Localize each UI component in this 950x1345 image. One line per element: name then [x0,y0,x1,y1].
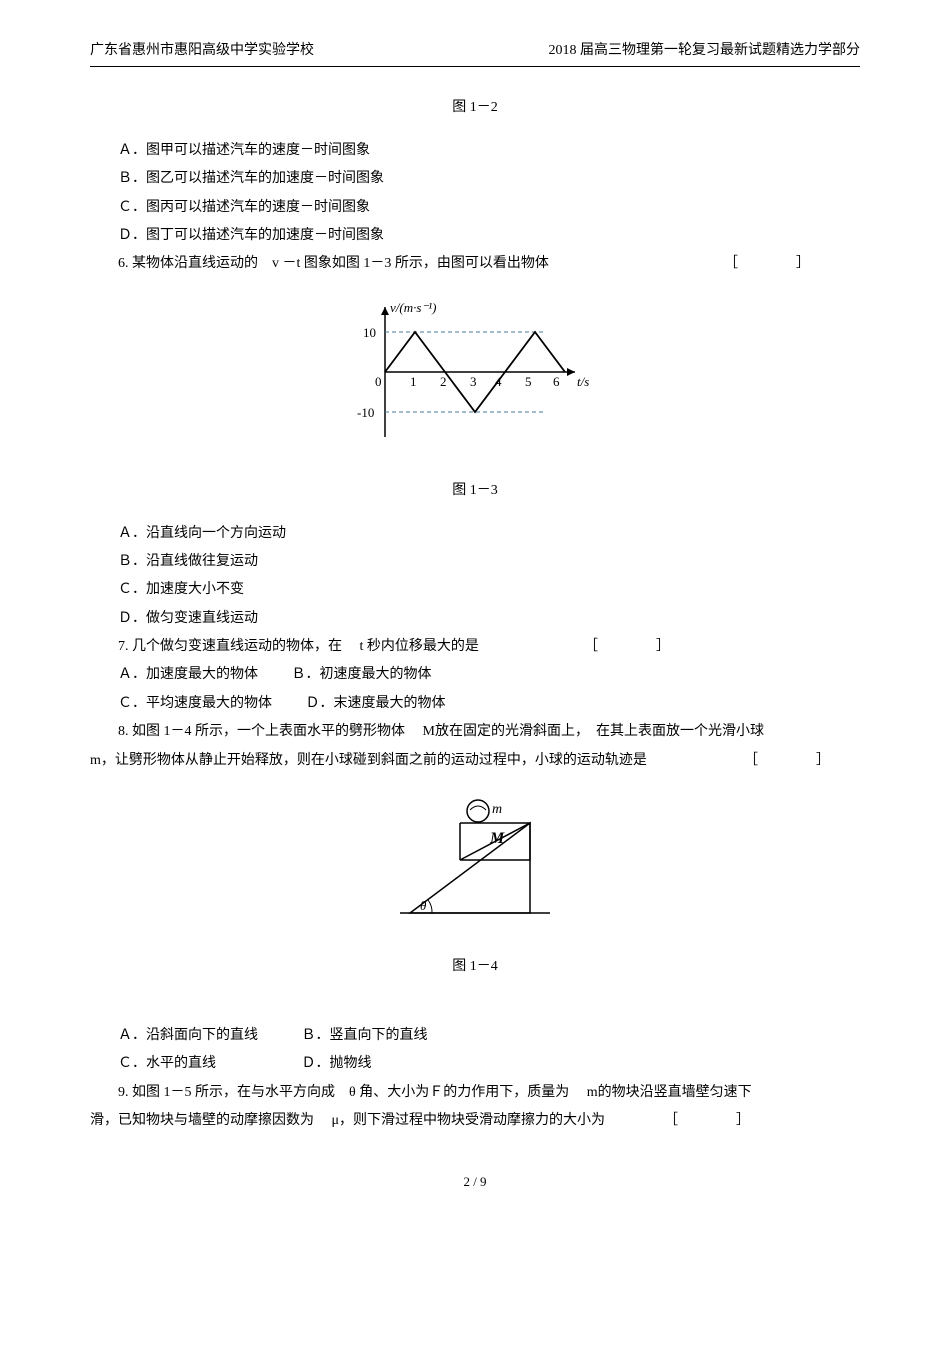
page-header: 广东省惠州市惠阳高级中学实验学校 2018 届高三物理第一轮复习最新试题精选力学… [90,40,860,67]
header-right: 2018 届高三物理第一轮复习最新试题精选力学部分 [549,40,861,62]
angle-arc [428,900,432,913]
q8-cont-text: m，让劈形物体从静止开始释放，则在小球碰到斜面之前的运动过程中，小球的运动轨迹是 [90,753,647,768]
q7-stem-text: 7. 几个做匀变速直线运动的物体，在 t 秒内位移最大的是 [118,639,479,654]
q9-continuation: 滑，已知物块与墙壁的动摩擦因数为 μ，则下滑过程中物块受滑动摩擦力的大小为 ［ … [90,1110,860,1132]
q7-option-d: Ｄ．末速度最大的物体 [306,693,446,715]
ball-arc [470,806,486,810]
y-tick-neg10: -10 [357,405,374,420]
vt-graph-svg: v/(m·s⁻¹) 10 -10 0 1 2 3 4 5 6 t/s [345,292,605,452]
q8-option-a: Ａ．沿斜面向下的直线 [118,1025,268,1047]
figure-1-4-caption: 图 1－4 [90,956,860,978]
angle-label: θ [420,898,427,913]
ball-circle [467,800,489,822]
x-label: t/s [577,374,589,389]
y-arrow [381,307,389,315]
q7-bracket: ［ ］ [584,636,680,658]
q9-stem: 9. 如图 1－5 所示，在与水平方向成 θ 角、大小为Ｆ的力作用下，质量为 m… [90,1082,860,1104]
q6-stem-text: 6. 某物体沿直线运动的 v －t 图象如图 1－3 所示，由图可以看出物体 [118,256,549,271]
q7-option-a: Ａ．加速度最大的物体 [118,664,258,686]
q8-bracket: ［ ］ [744,750,840,772]
q6-stem: 6. 某物体沿直线运动的 v －t 图象如图 1－3 所示，由图可以看出物体 ［… [90,253,860,275]
header-left: 广东省惠州市惠阳高级中学实验学校 [90,40,314,62]
page-footer: 2 / 9 [90,1172,860,1193]
y-label: v/(m·s⁻¹) [390,300,437,315]
q8-option-c: Ｃ．水平的直线 [118,1053,268,1075]
q5-option-c: Ｃ．图丙可以描述汽车的速度－时间图象 [90,197,860,219]
incline-triangle [410,823,530,913]
q8-stem-text: 8. 如图 1－4 所示，一个上表面水平的劈形物体 M放在固定的光滑斜面上， 在… [118,724,764,739]
q7-option-c: Ｃ．平均速度最大的物体 [118,693,272,715]
x-arrow [567,368,575,376]
q6-option-a: Ａ．沿直线向一个方向运动 [90,523,860,545]
q5-option-b: Ｂ．图乙可以描述汽车的加速度－时间图象 [90,168,860,190]
figure-1-4: m M θ [90,788,860,936]
q8-option-d: Ｄ．抛物线 [302,1053,372,1075]
origin-label: 0 [375,374,382,389]
q6-bracket: ［ ］ [724,253,820,275]
x-tick-6: 6 [553,374,560,389]
ball-label: m [492,802,502,817]
wedge-label: M [489,830,505,847]
q8-continuation: m，让劈形物体从静止开始释放，则在小球碰到斜面之前的运动过程中，小球的运动轨迹是… [90,750,860,772]
q7-stem: 7. 几个做匀变速直线运动的物体，在 t 秒内位移最大的是 ［ ］ [90,636,860,658]
q8-option-b: Ｂ．竖直向下的直线 [302,1025,428,1047]
q9-cont-text: 滑，已知物块与墙壁的动摩擦因数为 μ，则下滑过程中物块受滑动摩擦力的大小为 [90,1113,605,1128]
q7-options-row1: Ａ．加速度最大的物体 Ｂ．初速度最大的物体 [90,664,860,686]
q9-stem-text: 9. 如图 1－5 所示，在与水平方向成 θ 角、大小为Ｆ的力作用下，质量为 m… [118,1085,752,1100]
q8-stem: 8. 如图 1－4 所示，一个上表面水平的劈形物体 M放在固定的光滑斜面上， 在… [90,721,860,743]
x-tick-2: 2 [440,374,447,389]
q6-option-d: Ｄ．做匀变速直线运动 [90,608,860,630]
figure-1-2-caption: 图 1－2 [90,97,860,119]
q7-option-b: Ｂ．初速度最大的物体 [292,664,432,686]
figure-1-3: v/(m·s⁻¹) 10 -10 0 1 2 3 4 5 6 t/s [90,292,860,460]
x-tick-1: 1 [410,374,417,389]
q6-option-b: Ｂ．沿直线做往复运动 [90,551,860,573]
y-tick-10: 10 [363,325,376,340]
q8-options-row2: Ｃ．水平的直线 Ｄ．抛物线 [90,1053,860,1075]
q6-option-c: Ｃ．加速度大小不变 [90,579,860,601]
q5-option-a: Ａ．图甲可以描述汽车的速度－时间图象 [90,140,860,162]
q8-options-row1: Ａ．沿斜面向下的直线 Ｂ．竖直向下的直线 [90,1025,860,1047]
q9-bracket: ［ ］ [664,1110,760,1132]
figure-1-3-caption: 图 1－3 [90,480,860,502]
wedge-svg: m M θ [390,788,560,928]
x-tick-3: 3 [470,374,477,389]
q7-options-row2: Ｃ．平均速度最大的物体 Ｄ．末速度最大的物体 [90,693,860,715]
q5-option-d: Ｄ．图丁可以描述汽车的加速度－时间图象 [90,225,860,247]
x-tick-5: 5 [525,374,532,389]
